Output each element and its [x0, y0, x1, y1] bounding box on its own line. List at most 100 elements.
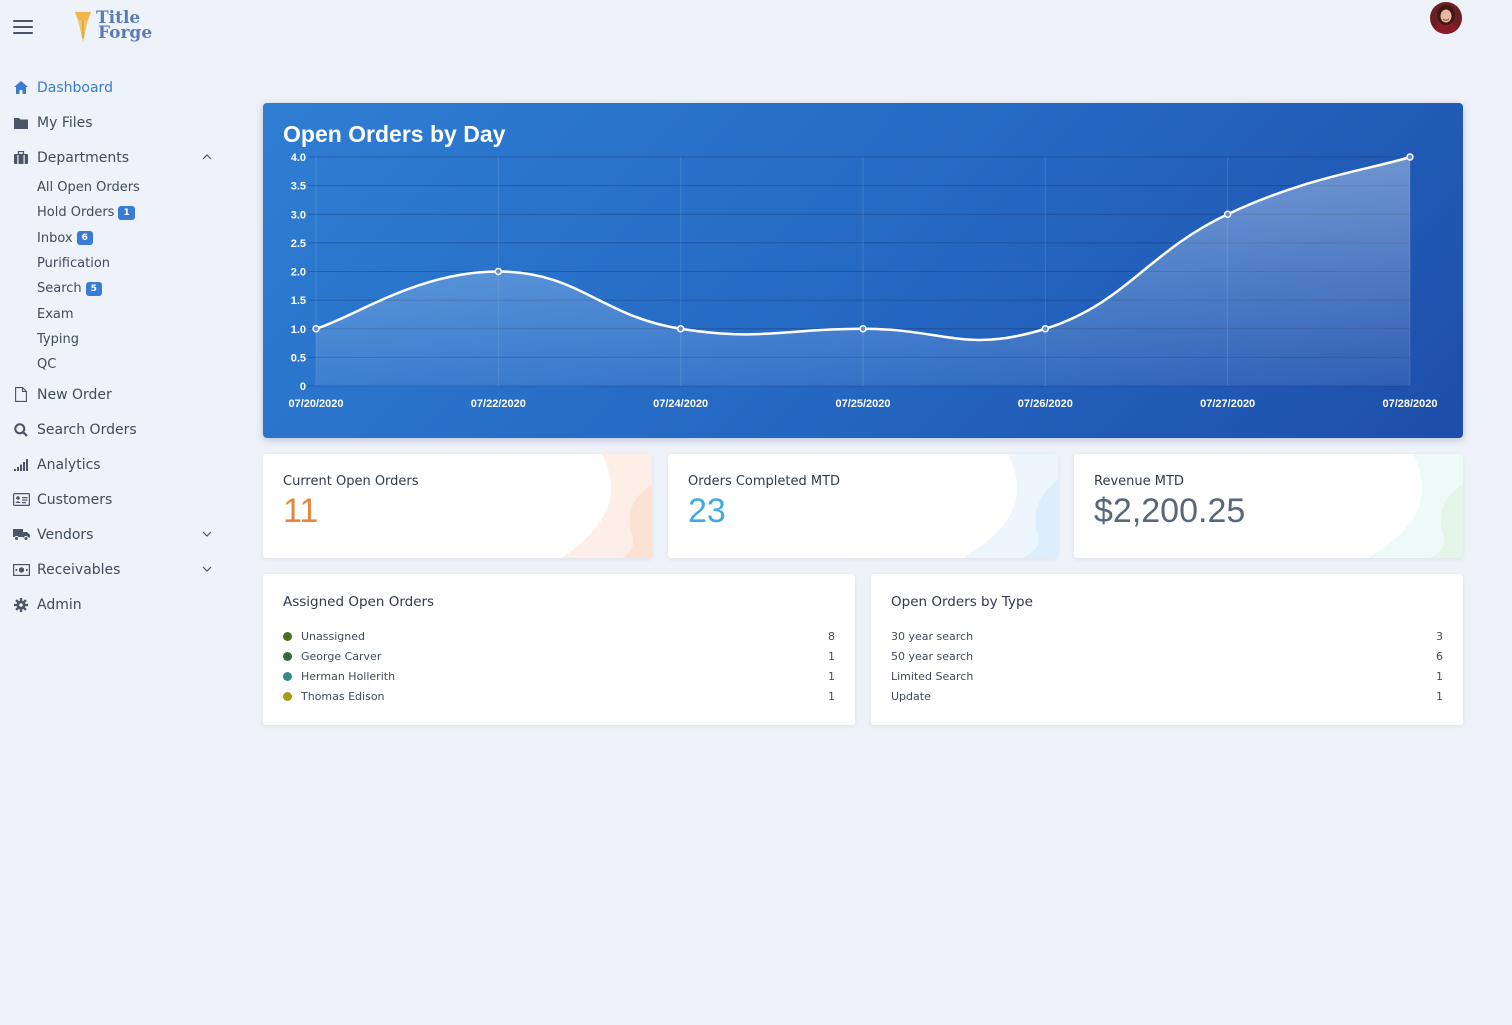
list-item[interactable]: George Carver 1 — [283, 646, 835, 666]
sub-item-label: Typing — [37, 331, 79, 347]
sidebar-item-label: Vendors — [37, 526, 94, 543]
legend-dot — [283, 651, 292, 661]
sidebar-item-new-order[interactable]: New Order — [0, 377, 226, 412]
list-item[interactable]: Thomas Edison 1 — [283, 686, 835, 706]
data-point[interactable] — [1041, 325, 1050, 333]
data-point[interactable] — [494, 267, 503, 276]
data-point[interactable] — [312, 325, 320, 333]
sidebar-item-all-open-orders[interactable]: All Open Orders — [0, 175, 226, 200]
x-tick-label: 07/20/2020 — [288, 398, 343, 410]
logo-text-line1: Title — [96, 8, 141, 28]
list-item[interactable]: Limited Search 1 — [891, 666, 1443, 686]
x-tick-label: 07/22/2020 — [471, 398, 526, 410]
sidebar-item-label: Admin — [37, 596, 82, 613]
sidebar-item-label: New Order — [37, 386, 112, 403]
bar-chart-icon — [12, 457, 30, 473]
sub-item-label: Search — [37, 281, 82, 297]
sub-item-label: Purification — [37, 256, 111, 272]
chart-title: Open Orders by Day — [283, 121, 506, 147]
item-name: Unassigned — [301, 629, 365, 643]
sidebar-item-vendors[interactable]: Vendors — [0, 517, 226, 552]
y-tick-label: 2.5 — [291, 238, 306, 250]
sidebar-item-label: Search Orders — [37, 421, 137, 438]
sidebar-item-departments[interactable]: Departments — [0, 140, 226, 175]
list-item[interactable]: 50 year search 6 — [891, 646, 1443, 666]
chevron-down-icon — [202, 566, 212, 573]
item-count: 1 — [828, 689, 835, 703]
sidebar-item-my-files[interactable]: My Files — [0, 105, 226, 140]
logo[interactable]: Title Forge — [72, 8, 152, 44]
x-tick-label: 07/25/2020 — [835, 398, 890, 410]
file-icon — [12, 387, 30, 403]
chevron-down-icon — [202, 531, 212, 538]
avatar[interactable] — [1430, 2, 1462, 34]
sidebar-item-purification[interactable]: Purification — [0, 251, 226, 276]
revenue-mtd-card[interactable]: Revenue MTD $2,200.25 — [1074, 454, 1463, 558]
sidebar-item-typing[interactable]: Typing — [0, 327, 226, 352]
sidebar-item-label: Receivables — [37, 561, 121, 578]
sub-item-label: Hold Orders — [37, 205, 115, 221]
count-badge: 1 — [118, 205, 135, 220]
sidebar-item-customers[interactable]: Customers — [0, 482, 226, 517]
item-count: 1 — [1436, 689, 1443, 703]
sidebar-item-analytics[interactable]: Analytics — [0, 447, 226, 482]
y-tick-label: 3.5 — [291, 181, 306, 193]
stat-label: Revenue MTD — [1094, 474, 1184, 489]
item-count: 8 — [828, 629, 835, 643]
x-tick-label: 07/28/2020 — [1382, 398, 1437, 410]
card-title: Assigned Open Orders — [283, 594, 435, 610]
sidebar-item-label: Departments — [37, 149, 130, 166]
list-item[interactable]: Herman Hollerith 1 — [283, 666, 835, 686]
y-tick-label: 3.0 — [291, 209, 306, 221]
y-tick-label: 0.5 — [291, 352, 306, 364]
data-point[interactable] — [1406, 153, 1414, 161]
x-tick-label: 07/27/2020 — [1200, 398, 1255, 410]
stat-label: Orders Completed MTD — [688, 474, 841, 489]
legend-dot — [283, 671, 292, 681]
legend-dot — [283, 691, 292, 701]
sidebar-item-exam[interactable]: Exam — [0, 301, 226, 326]
y-tick-label: 2.0 — [291, 267, 306, 279]
sidebar-item-search[interactable]: Search 5 — [0, 276, 226, 301]
list-item[interactable]: Unassigned 8 — [283, 626, 835, 646]
sidebar-item-search-orders[interactable]: Search Orders — [0, 412, 226, 447]
current-open-orders-card[interactable]: Current Open Orders 11 — [263, 454, 652, 558]
assigned-list: Unassigned 8 George Carver 1 Herman Holler… — [283, 626, 835, 706]
open-orders-chart-card: Open Orders by Day 0 0.5 1.0 1.5 2.0 2.5 3.0 3.… — [263, 103, 1463, 438]
orders-completed-card[interactable]: Orders Completed MTD 23 — [668, 454, 1058, 558]
data-point[interactable] — [1223, 210, 1232, 218]
sidebar-item-label: My Files — [37, 114, 93, 131]
sidebar-item-inbox[interactable]: Inbox 6 — [0, 226, 226, 251]
count-badge: 6 — [76, 231, 93, 246]
item-count: 1 — [828, 669, 835, 683]
item-count: 6 — [1436, 649, 1443, 663]
item-name: Herman Hollerith — [301, 669, 396, 683]
sidebar-header: Title Forge — [0, 0, 226, 56]
id-card-icon — [12, 492, 30, 508]
list-item[interactable]: 30 year search 3 — [891, 626, 1443, 646]
stat-value: 23 — [688, 492, 726, 530]
chevron-up-icon — [202, 154, 212, 160]
search-icon — [12, 422, 30, 438]
y-tick-label: 4.0 — [291, 152, 306, 164]
sidebar-item-label: Customers — [37, 491, 113, 508]
data-point[interactable] — [859, 325, 867, 333]
folder-icon — [12, 115, 30, 131]
sidebar-item-dashboard[interactable]: Dashboard — [0, 70, 226, 105]
departments-submenu: All Open Orders Hold Orders 1 Inbox 6 Puri… — [0, 175, 226, 377]
sidebar-item-admin[interactable]: Admin — [0, 587, 226, 622]
stat-label: Current Open Orders — [283, 474, 419, 489]
list-item[interactable]: Update 1 — [891, 686, 1443, 706]
sidebar-item-qc[interactable]: QC — [0, 352, 226, 377]
sidebar-nav: Dashboard My Files Departments All Open … — [0, 70, 226, 622]
menu-icon[interactable] — [13, 20, 33, 34]
sidebar-item-receivables[interactable]: Receivables — [0, 552, 226, 587]
sidebar-item-hold-orders[interactable]: Hold Orders 1 — [0, 200, 226, 225]
sub-item-label: Inbox — [37, 230, 73, 246]
briefcase-icon — [12, 150, 30, 166]
data-point[interactable] — [676, 325, 685, 333]
x-tick-label: 07/26/2020 — [1018, 398, 1073, 410]
type-list: 30 year search 3 50 year search 6 Limited … — [891, 626, 1443, 706]
assigned-open-orders-card: Assigned Open Orders Unassigned 8 George … — [263, 574, 855, 725]
stat-value: $2,200.25 — [1094, 492, 1246, 530]
